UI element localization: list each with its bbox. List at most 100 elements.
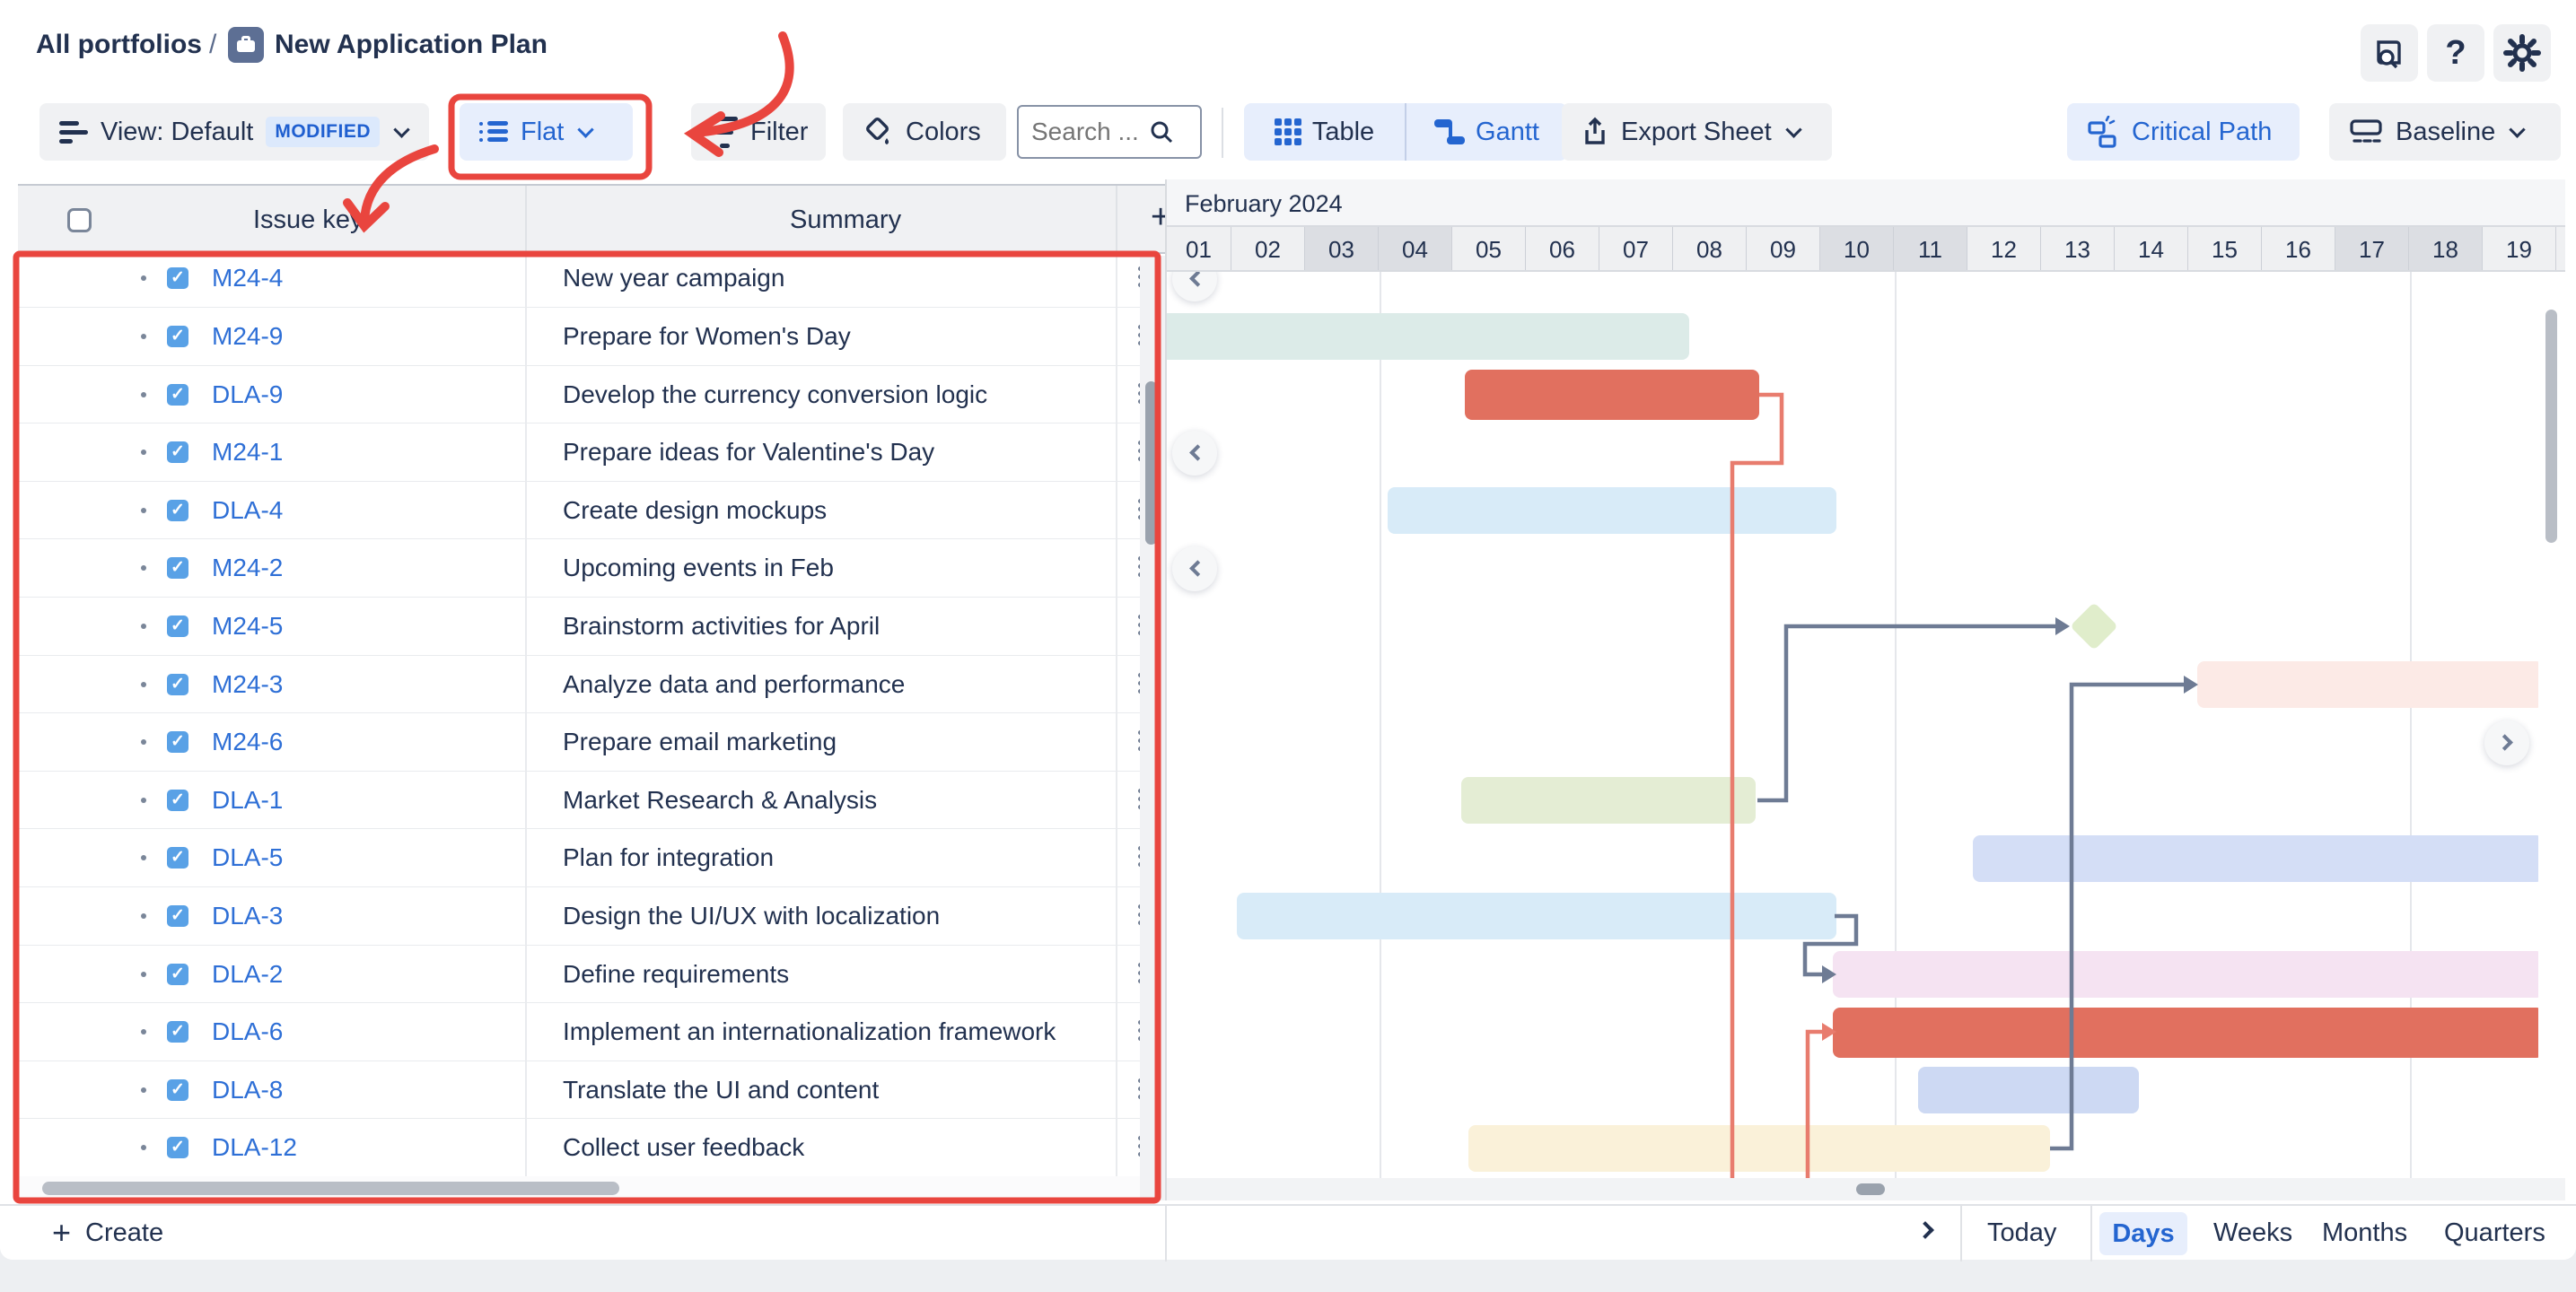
search-field[interactable] (1017, 105, 1202, 159)
row-checkbox[interactable]: ✓ (167, 1021, 188, 1043)
issue-key-link[interactable]: DLA-5 (212, 843, 284, 872)
row-checkbox[interactable]: ✓ (167, 441, 188, 464)
row-checkbox[interactable]: ✓ (167, 557, 188, 580)
help-button[interactable]: ? (2427, 24, 2484, 82)
view-selector-button[interactable]: View: Default MODIFIED (39, 103, 429, 161)
table-row[interactable]: ✓ DLA-8 Translate the UI and content (18, 1061, 1140, 1120)
issue-key-link[interactable]: M24-5 (212, 612, 284, 640)
gantt-bar-DLA-8[interactable] (1917, 1067, 2139, 1114)
gantt-vertical-scrollbar[interactable] (2538, 272, 2565, 1178)
table-row[interactable]: ✓ M24-4 New year campaign (18, 256, 1140, 308)
row-checkbox[interactable]: ✓ (167, 267, 188, 290)
search-input[interactable] (1031, 118, 1148, 146)
table-row[interactable]: ✓ DLA-5 Plan for integration (18, 829, 1140, 887)
create-button[interactable]: + Create (52, 1217, 163, 1249)
row-checkbox[interactable]: ✓ (167, 1078, 188, 1101)
zoom-quarters-button[interactable]: Quarters (2444, 1218, 2545, 1247)
issue-key-link[interactable]: M24-9 (212, 322, 284, 350)
row-checkbox[interactable]: ✓ (167, 499, 188, 521)
today-button[interactable]: Today (1987, 1218, 2057, 1247)
gantt-bar-DLA-5[interactable] (1973, 834, 2538, 882)
issue-key-link[interactable]: M24-3 (212, 669, 284, 698)
row-checkbox[interactable]: ✓ (167, 326, 188, 347)
row-checkbox[interactable]: ✓ (167, 789, 188, 811)
table-row[interactable]: ✓ DLA-2 Define requirements (18, 945, 1140, 1004)
table-horizontal-scrollbar[interactable] (18, 1176, 1140, 1200)
column-header-issue-key[interactable]: Issue key (253, 205, 364, 234)
tab-gantt[interactable]: Gantt (1405, 103, 1567, 161)
issue-key-link[interactable]: M24-6 (212, 728, 284, 756)
table-row[interactable]: ✓ M24-9 Prepare for Women's Day (18, 308, 1140, 366)
filter-button[interactable]: Filter (691, 103, 826, 161)
gantt-month-label: February 2024 (1185, 190, 1343, 217)
table-row[interactable]: ✓ DLA-1 Market Research & Analysis (18, 771, 1140, 830)
issue-key-link[interactable]: DLA-9 (212, 380, 284, 408)
row-checkbox[interactable]: ✓ (167, 731, 188, 754)
issue-key-link[interactable]: DLA-8 (212, 1075, 284, 1104)
row-checkbox[interactable]: ✓ (167, 673, 188, 695)
gantt-bar-M24-9[interactable] (1167, 313, 1690, 361)
baseline-button[interactable]: Baseline (2329, 103, 2561, 161)
column-header-summary[interactable]: Summary (790, 205, 902, 234)
issue-key-link[interactable]: DLA-2 (212, 959, 284, 988)
gantt-bar-DLA-9[interactable] (1465, 369, 1760, 420)
table-vertical-scrollbar[interactable] (1140, 256, 1165, 1200)
select-all-checkbox[interactable] (67, 208, 92, 232)
row-checkbox[interactable]: ✓ (167, 383, 188, 406)
breadcrumb-all-portfolios[interactable]: All portfolios (36, 30, 202, 59)
table-row[interactable]: ✓ M24-1 Prepare ideas for Valentine's Day (18, 423, 1140, 482)
gantt-bar-DLA-6[interactable] (1833, 1007, 2538, 1058)
issue-key-link[interactable]: M24-2 (212, 554, 284, 582)
row-checkbox[interactable]: ✓ (167, 615, 188, 637)
scroll-left-button[interactable] (1172, 272, 1217, 301)
critical-path-button[interactable]: Critical Path (2067, 103, 2300, 161)
gantt-bar-M24-3[interactable] (2197, 660, 2538, 708)
table-horizontal-scrollbar-thumb[interactable] (42, 1182, 619, 1195)
issue-key-link[interactable]: M24-4 (212, 264, 284, 292)
scroll-left-button[interactable] (1172, 546, 1217, 591)
issue-key-link[interactable]: DLA-12 (212, 1133, 297, 1162)
scroll-right-button[interactable] (2484, 720, 2529, 765)
gantt-bar-DLA-2[interactable] (1833, 950, 2538, 998)
issue-key-link[interactable]: DLA-6 (212, 1017, 284, 1046)
colors-button[interactable]: Colors (843, 103, 1006, 161)
export-sheet-button[interactable]: Export Sheet (1562, 103, 1832, 161)
gantt-vertical-scrollbar-thumb[interactable] (2545, 310, 2557, 543)
zoom-weeks-button[interactable]: Weeks (2213, 1218, 2293, 1247)
issue-key-link[interactable]: DLA-4 (212, 495, 284, 524)
gantt-horizontal-scrollbar-thumb[interactable] (1856, 1183, 1885, 1195)
issue-key-link[interactable]: M24-1 (212, 438, 284, 467)
structure-flat-button[interactable]: Flat (460, 103, 633, 161)
gantt-horizontal-scrollbar[interactable] (1167, 1178, 2565, 1200)
issue-key-link[interactable]: DLA-3 (212, 902, 284, 930)
table-row[interactable]: ✓ M24-6 Prepare email marketing (18, 713, 1140, 772)
gantt-bar-DLA-3[interactable] (1237, 893, 1837, 940)
settings-button[interactable] (2493, 24, 2551, 82)
gantt-bar-DLA-12[interactable] (1468, 1124, 2051, 1172)
gantt-milestone-M24-5[interactable] (2070, 602, 2119, 651)
row-checkbox[interactable]: ✓ (167, 963, 188, 985)
row-checkbox[interactable]: ✓ (167, 1137, 188, 1159)
table-row[interactable]: ✓ M24-2 Upcoming events in Feb (18, 539, 1140, 598)
row-checkbox[interactable]: ✓ (167, 905, 188, 927)
pane-divider[interactable] (1165, 179, 1167, 1200)
issue-key-link[interactable]: DLA-1 (212, 785, 284, 814)
filter-label: Filter (750, 117, 809, 146)
zoom-days-button[interactable]: Days (2099, 1212, 2187, 1255)
table-row[interactable]: ✓ M24-5 Brainstorm activities for April (18, 598, 1140, 656)
tab-table[interactable]: Table (1244, 103, 1405, 161)
zoom-months-button[interactable]: Months (2322, 1218, 2408, 1247)
row-checkbox[interactable]: ✓ (167, 847, 188, 869)
table-row[interactable]: ✓ DLA-3 Design the UI/UX with localization (18, 887, 1140, 946)
table-row[interactable]: ✓ DLA-4 Create design mockups (18, 481, 1140, 540)
table-row[interactable]: ✓ DLA-12 Collect user feedback (18, 1119, 1140, 1176)
scroll-left-button[interactable] (1172, 430, 1217, 476)
doc-search-button[interactable] (2361, 24, 2418, 82)
gantt-bar-DLA-1[interactable] (1461, 777, 1757, 825)
gantt-bar-DLA-4[interactable] (1388, 487, 1837, 535)
table-row[interactable]: ✓ DLA-6 Implement an internationalization … (18, 1003, 1140, 1061)
table-row[interactable]: ✓ M24-3 Analyze data and performance (18, 655, 1140, 714)
table-vertical-scrollbar-thumb[interactable] (1145, 381, 1157, 545)
scroll-right-footer-icon[interactable] (1916, 1221, 1934, 1239)
table-row[interactable]: ✓ DLA-9 Develop the currency conversion lo… (18, 365, 1140, 424)
